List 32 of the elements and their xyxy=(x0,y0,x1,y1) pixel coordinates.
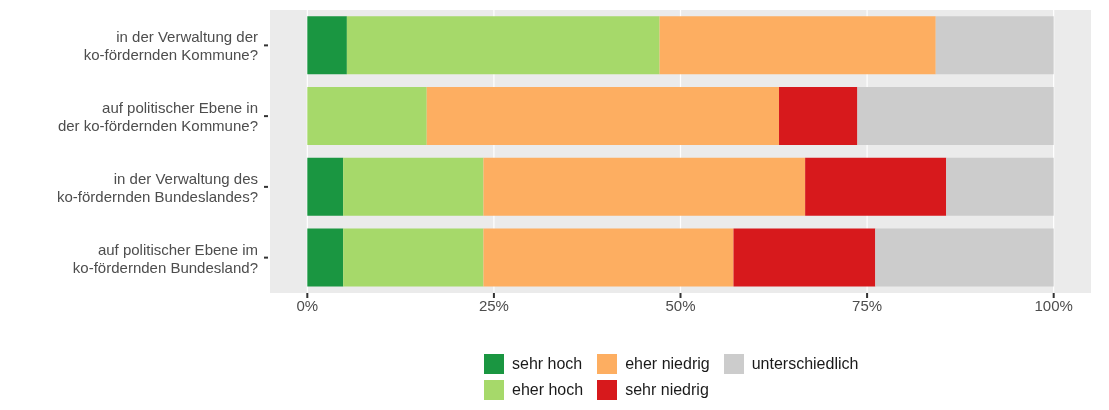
y-tick-label: auf politischer Ebene im ko-fördernden Bundesland? xyxy=(72,240,258,276)
bar xyxy=(659,16,936,75)
legend-label: eher hoch xyxy=(512,381,584,399)
bar xyxy=(857,87,1054,146)
bar xyxy=(875,228,1054,287)
x-tick-label: 50% xyxy=(665,296,696,314)
x-tick-label: 0% xyxy=(296,296,319,314)
legend-label: sehr niedrig xyxy=(625,381,709,399)
bar xyxy=(935,16,1054,75)
bar xyxy=(483,228,734,287)
bar xyxy=(426,87,780,146)
x-tick-label: 100% xyxy=(1034,296,1073,314)
y-tick-label: in der Verwaltung der ko-fördernden Kommune? xyxy=(83,27,258,63)
legend-label: unterschiedlich xyxy=(751,355,859,373)
bar xyxy=(805,157,947,216)
y-tick-label: auf politischer Ebene in der ko-fördernden Kommune? xyxy=(57,98,258,134)
bar xyxy=(307,157,344,216)
bar xyxy=(346,16,660,75)
bar xyxy=(483,157,806,216)
bar xyxy=(733,228,876,287)
bar xyxy=(779,87,858,146)
bar xyxy=(946,157,1054,216)
x-tick-label: 25% xyxy=(478,296,509,314)
bar xyxy=(343,228,484,287)
legend-label: eher niedrig xyxy=(625,355,710,373)
legend-label: sehr hoch xyxy=(512,355,583,373)
x-tick-label: 75% xyxy=(852,296,883,314)
bar xyxy=(307,87,427,146)
bar xyxy=(343,157,484,216)
bar xyxy=(307,228,344,287)
bar xyxy=(307,16,347,75)
y-tick-label: in der Verwaltung des ko-fördernden Bundeslandes? xyxy=(57,169,258,205)
